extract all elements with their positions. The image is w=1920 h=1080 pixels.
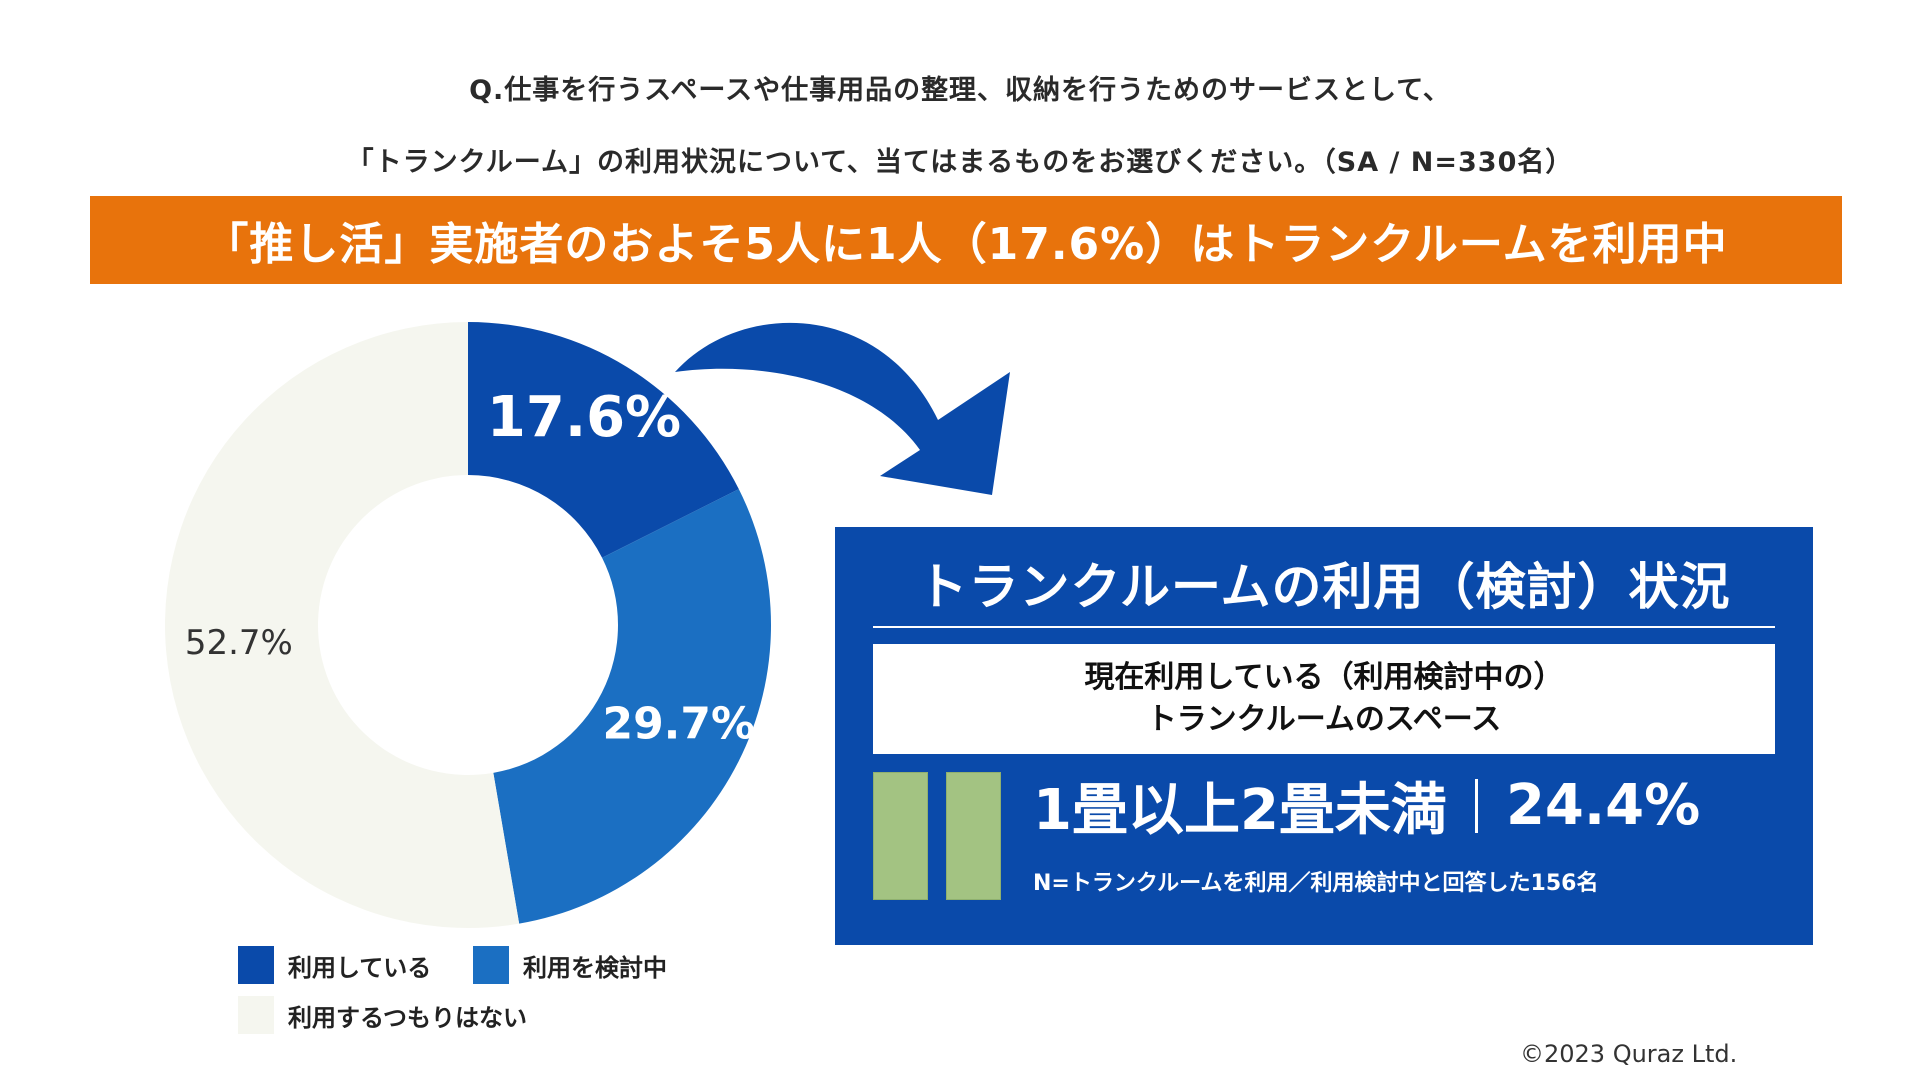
summary-panel: トランクルームの利用（検討）状況 現在利用している（利用検討中の） トランクルー…	[835, 527, 1813, 945]
panel-result: 1畳以上2畳未満 24.4%	[1033, 765, 1700, 846]
size-percent: 24.4%	[1505, 773, 1701, 838]
donut-label-3: 52.7%	[185, 623, 293, 663]
legend-swatch	[238, 946, 274, 984]
legend-swatch	[238, 996, 274, 1034]
legend-item-using: 利用している	[238, 946, 431, 984]
donut-label-1: 17.6%	[487, 385, 681, 450]
donut-slice-1	[468, 322, 739, 558]
legend-swatch	[473, 946, 509, 984]
question-line-2: 「トランクルーム」の利用状況について、当てはまるものをお選びください。（SA /…	[346, 147, 1574, 178]
donut-slices	[165, 322, 771, 928]
question-line-1: Q.仕事を行うスペースや仕事用品の整理、収納を行うためのサービスとして、	[469, 75, 1451, 106]
legend-label: 利用するつもりはない	[288, 1003, 528, 1032]
size-label: 1畳以上2畳未満	[1033, 778, 1447, 843]
copyright: ©2023 Quraz Ltd.	[1520, 1040, 1738, 1068]
panel-subtitle-line-2: トランクルームのスペース	[1146, 702, 1502, 737]
donut-labels: 17.6% 29.7% 52.7%	[185, 385, 755, 750]
panel-subtitle-box: 現在利用している（利用検討中の） トランクルームのスペース	[873, 644, 1775, 754]
tatami-mat-icon	[873, 772, 928, 900]
donut-slice-2	[493, 489, 771, 924]
legend-label: 利用を検討中	[523, 953, 667, 982]
curved-arrow-icon	[675, 322, 1010, 495]
panel-divider	[873, 626, 1775, 628]
donut-label-2: 29.7%	[602, 699, 755, 750]
tatami-mat-icon	[946, 772, 1001, 900]
legend-item-not-using: 利用するつもりはない	[238, 996, 527, 1034]
donut-slice-3	[165, 322, 520, 928]
panel-note: N=トランクルームを利用／利用検討中と回答した156名	[1033, 871, 1599, 896]
legend-label: 利用している	[288, 953, 432, 982]
panel-title: トランクルームの利用（検討）状況	[917, 558, 1731, 616]
result-separator	[1474, 778, 1478, 833]
headline-banner: 「推し活」実施者のおよそ5人に1人（17.6%）はトランクルームを利用中	[90, 196, 1842, 284]
panel-subtitle-line-1: 現在利用している（利用検討中の）	[1084, 660, 1564, 695]
legend-item-considering: 利用を検討中	[473, 946, 667, 984]
